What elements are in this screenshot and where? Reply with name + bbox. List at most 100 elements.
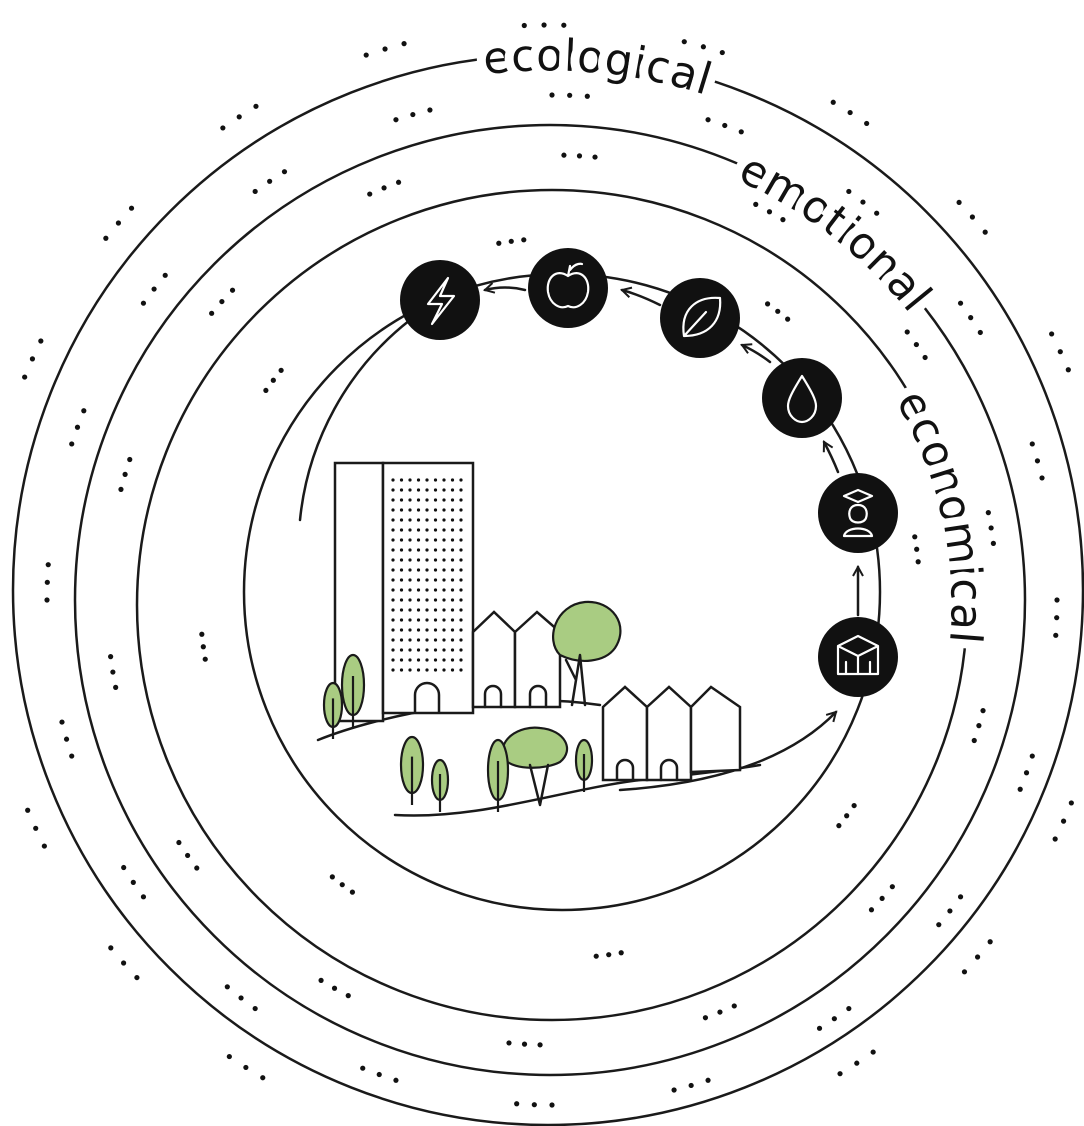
dot xyxy=(339,882,345,888)
dot xyxy=(363,52,369,58)
door xyxy=(483,684,503,709)
window xyxy=(416,588,421,592)
dot xyxy=(846,188,852,195)
dot xyxy=(851,802,857,809)
house xyxy=(471,610,517,709)
window xyxy=(459,568,463,572)
window xyxy=(442,478,446,482)
window xyxy=(433,478,438,482)
dot xyxy=(59,719,65,725)
window xyxy=(425,658,429,662)
arrow xyxy=(485,288,527,291)
window xyxy=(425,638,429,642)
window xyxy=(442,528,446,532)
window xyxy=(391,658,395,662)
window xyxy=(442,618,446,622)
window xyxy=(416,538,421,542)
window xyxy=(442,488,446,492)
dot xyxy=(1054,597,1060,603)
window xyxy=(408,568,412,572)
window xyxy=(450,598,455,602)
dot xyxy=(382,46,388,52)
dot xyxy=(868,907,875,913)
dot xyxy=(496,240,502,246)
dot xyxy=(130,879,136,885)
dot xyxy=(393,117,399,123)
window xyxy=(459,538,463,542)
dot xyxy=(753,201,759,207)
icon-food xyxy=(528,248,608,328)
window xyxy=(450,478,455,482)
dot xyxy=(561,152,567,158)
window xyxy=(442,628,446,632)
dot xyxy=(816,1025,823,1031)
dot xyxy=(847,109,853,116)
dot xyxy=(987,939,993,945)
window xyxy=(459,518,463,522)
dot xyxy=(537,1042,543,1048)
dot xyxy=(427,107,433,113)
arrow xyxy=(822,442,840,474)
window xyxy=(450,648,455,652)
dot xyxy=(381,185,387,191)
window xyxy=(416,558,421,562)
door xyxy=(528,684,548,709)
window xyxy=(399,538,404,542)
ring-outer xyxy=(11,53,1084,1126)
dot xyxy=(961,969,968,975)
dot xyxy=(912,534,918,540)
dot xyxy=(33,825,39,831)
window xyxy=(450,658,455,662)
window xyxy=(450,538,455,542)
dot xyxy=(401,41,407,47)
dot xyxy=(134,974,140,981)
window xyxy=(433,658,438,662)
window xyxy=(425,598,429,602)
window xyxy=(408,548,412,552)
window xyxy=(459,558,463,562)
dot xyxy=(1034,458,1041,464)
window xyxy=(416,478,421,482)
window xyxy=(450,508,455,512)
glyph xyxy=(842,488,874,538)
dot xyxy=(253,103,259,109)
window xyxy=(442,598,446,602)
dot xyxy=(140,894,147,900)
dot xyxy=(506,1040,512,1046)
dot xyxy=(974,954,981,960)
ring-inner xyxy=(135,188,969,1022)
window xyxy=(425,518,429,522)
window xyxy=(391,488,395,492)
window xyxy=(442,668,446,672)
dot xyxy=(122,471,128,477)
dot xyxy=(731,1003,737,1009)
window xyxy=(442,568,446,572)
window xyxy=(416,628,421,632)
dot xyxy=(63,736,70,742)
window xyxy=(391,668,395,672)
dot xyxy=(1053,632,1059,638)
dot xyxy=(541,22,547,28)
window xyxy=(416,648,421,652)
tower xyxy=(381,461,475,715)
dot xyxy=(200,644,206,650)
dot xyxy=(681,39,687,45)
dot xyxy=(606,952,612,958)
dot xyxy=(270,377,276,383)
window xyxy=(408,618,412,622)
window xyxy=(391,628,395,632)
window xyxy=(450,638,455,642)
trunk xyxy=(564,653,587,707)
dot xyxy=(44,579,50,585)
window xyxy=(433,528,438,532)
window xyxy=(416,598,421,602)
dot xyxy=(224,984,230,990)
window xyxy=(399,598,404,602)
window xyxy=(433,538,438,542)
dot xyxy=(508,238,514,244)
dot xyxy=(874,210,880,216)
dot xyxy=(1023,770,1030,776)
window xyxy=(391,518,395,522)
window xyxy=(399,548,404,552)
